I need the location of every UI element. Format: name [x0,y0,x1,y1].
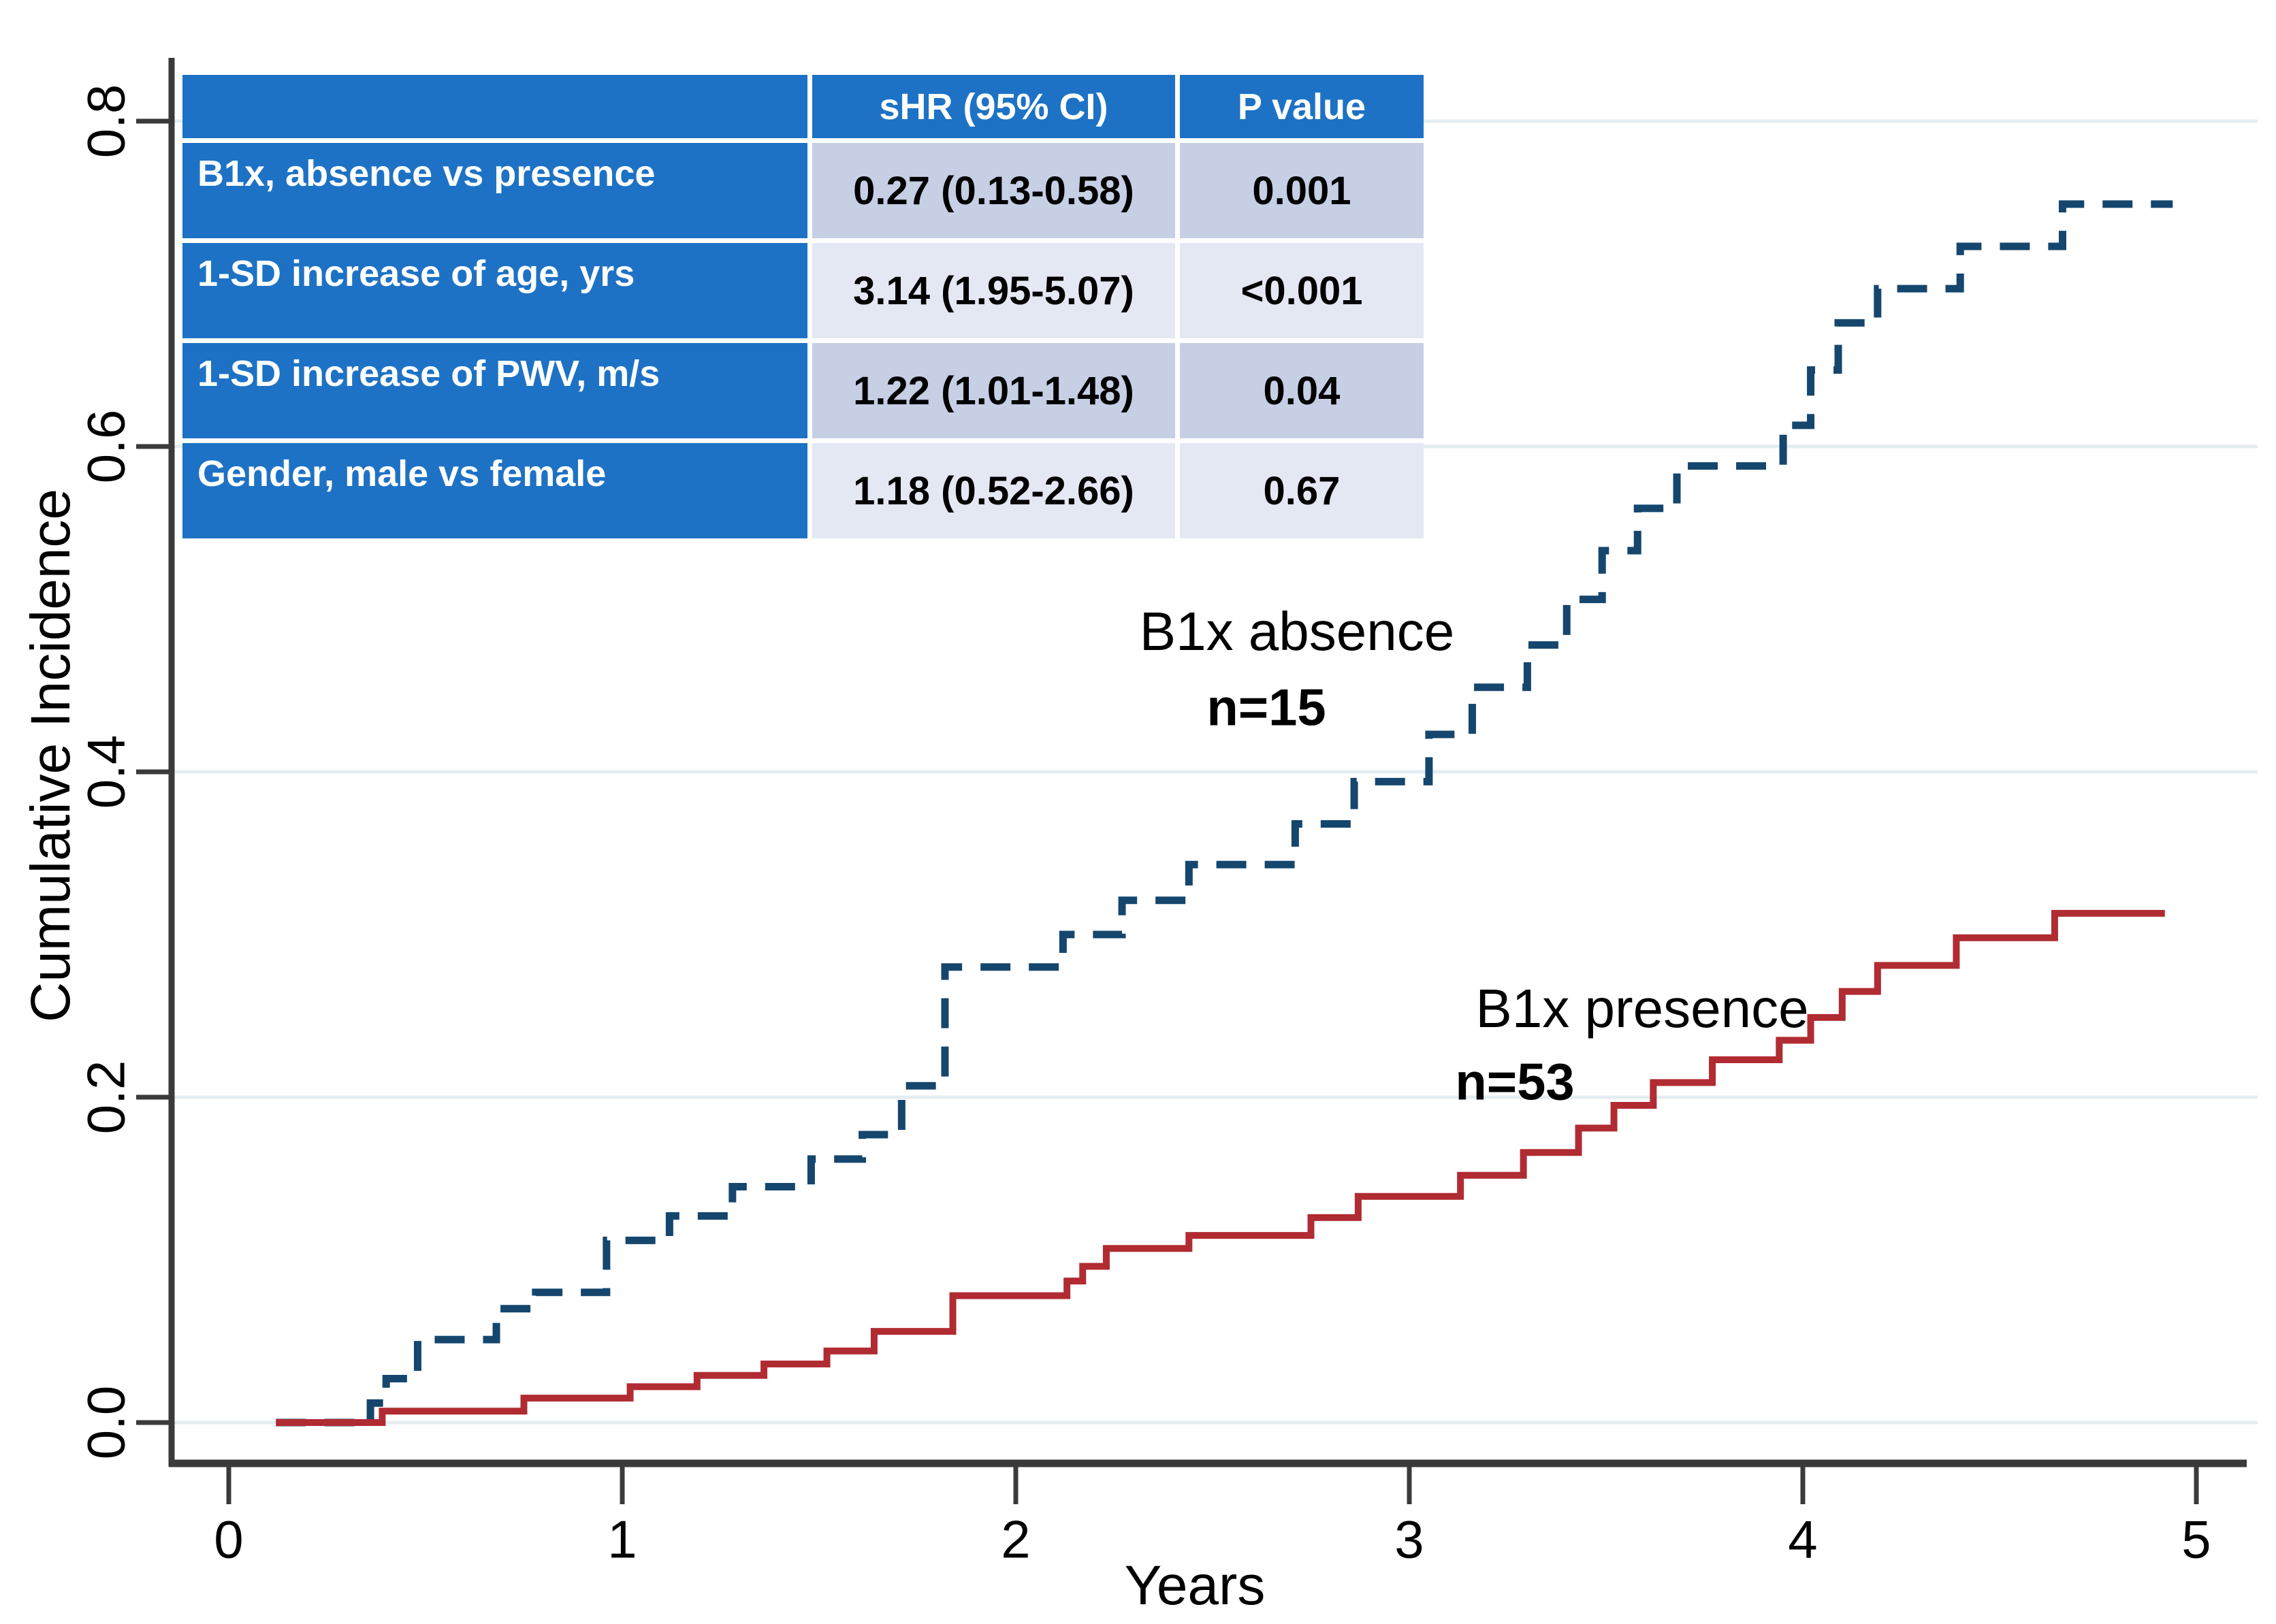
y-tick-label: 0.6 [76,410,136,483]
annotation-absence-n: n=15 [1206,679,1326,737]
hazard-ratio-table: sHR (95% CI) P value B1x, absence vs pre… [182,75,1424,538]
table-row-label: 1-SD increase of PWV, m/s [182,343,807,438]
table-cell-shr: 1.18 (0.52-2.66) [812,443,1175,538]
table-cell-shr: 1.22 (1.01-1.48) [812,343,1175,438]
annotation-absence-label: B1x absence [1139,601,1455,662]
x-tick-label: 3 [1394,1510,1424,1570]
x-tick-label: 0 [214,1510,243,1570]
table-cell-pvalue: 0.001 [1180,143,1424,238]
x-tick-label: 1 [607,1510,637,1570]
y-axis-title: Cumulative Incidence [20,489,82,1022]
x-tick-label: 5 [2181,1510,2211,1570]
y-tick-label: 0.0 [76,1386,136,1459]
presence-curve [276,909,2165,1426]
table-cell-shr: 3.14 (1.95-5.07) [812,243,1175,338]
table-row-label: B1x, absence vs presence [182,143,807,238]
table-cell-pvalue: <0.001 [1180,243,1424,338]
x-tick-label: 2 [1001,1510,1030,1570]
y-tick-label: 0.2 [76,1060,136,1134]
table-row-label: 1-SD increase of age, yrs [182,243,807,338]
table-cell-pvalue: 0.67 [1180,443,1424,538]
y-tick-label: 0.8 [76,84,136,158]
table-header-pvalue: P value [1180,75,1424,138]
annotation-presence-label: B1x presence [1475,978,1809,1039]
table-row-label: Gender, male vs female [182,443,807,538]
table-header-shr: sHR (95% CI) [812,75,1175,138]
x-tick-label: 4 [1788,1510,1817,1570]
table-cell-shr: 0.27 (0.13-0.58) [812,143,1175,238]
y-tick-label: 0.4 [76,735,136,809]
annotation-presence-n: n=53 [1455,1053,1575,1111]
table-cell-pvalue: 0.04 [1180,343,1424,438]
absence-curve [276,200,2173,1427]
x-axis-title: Years [1124,1555,1266,1617]
table-header-blank [182,75,807,138]
